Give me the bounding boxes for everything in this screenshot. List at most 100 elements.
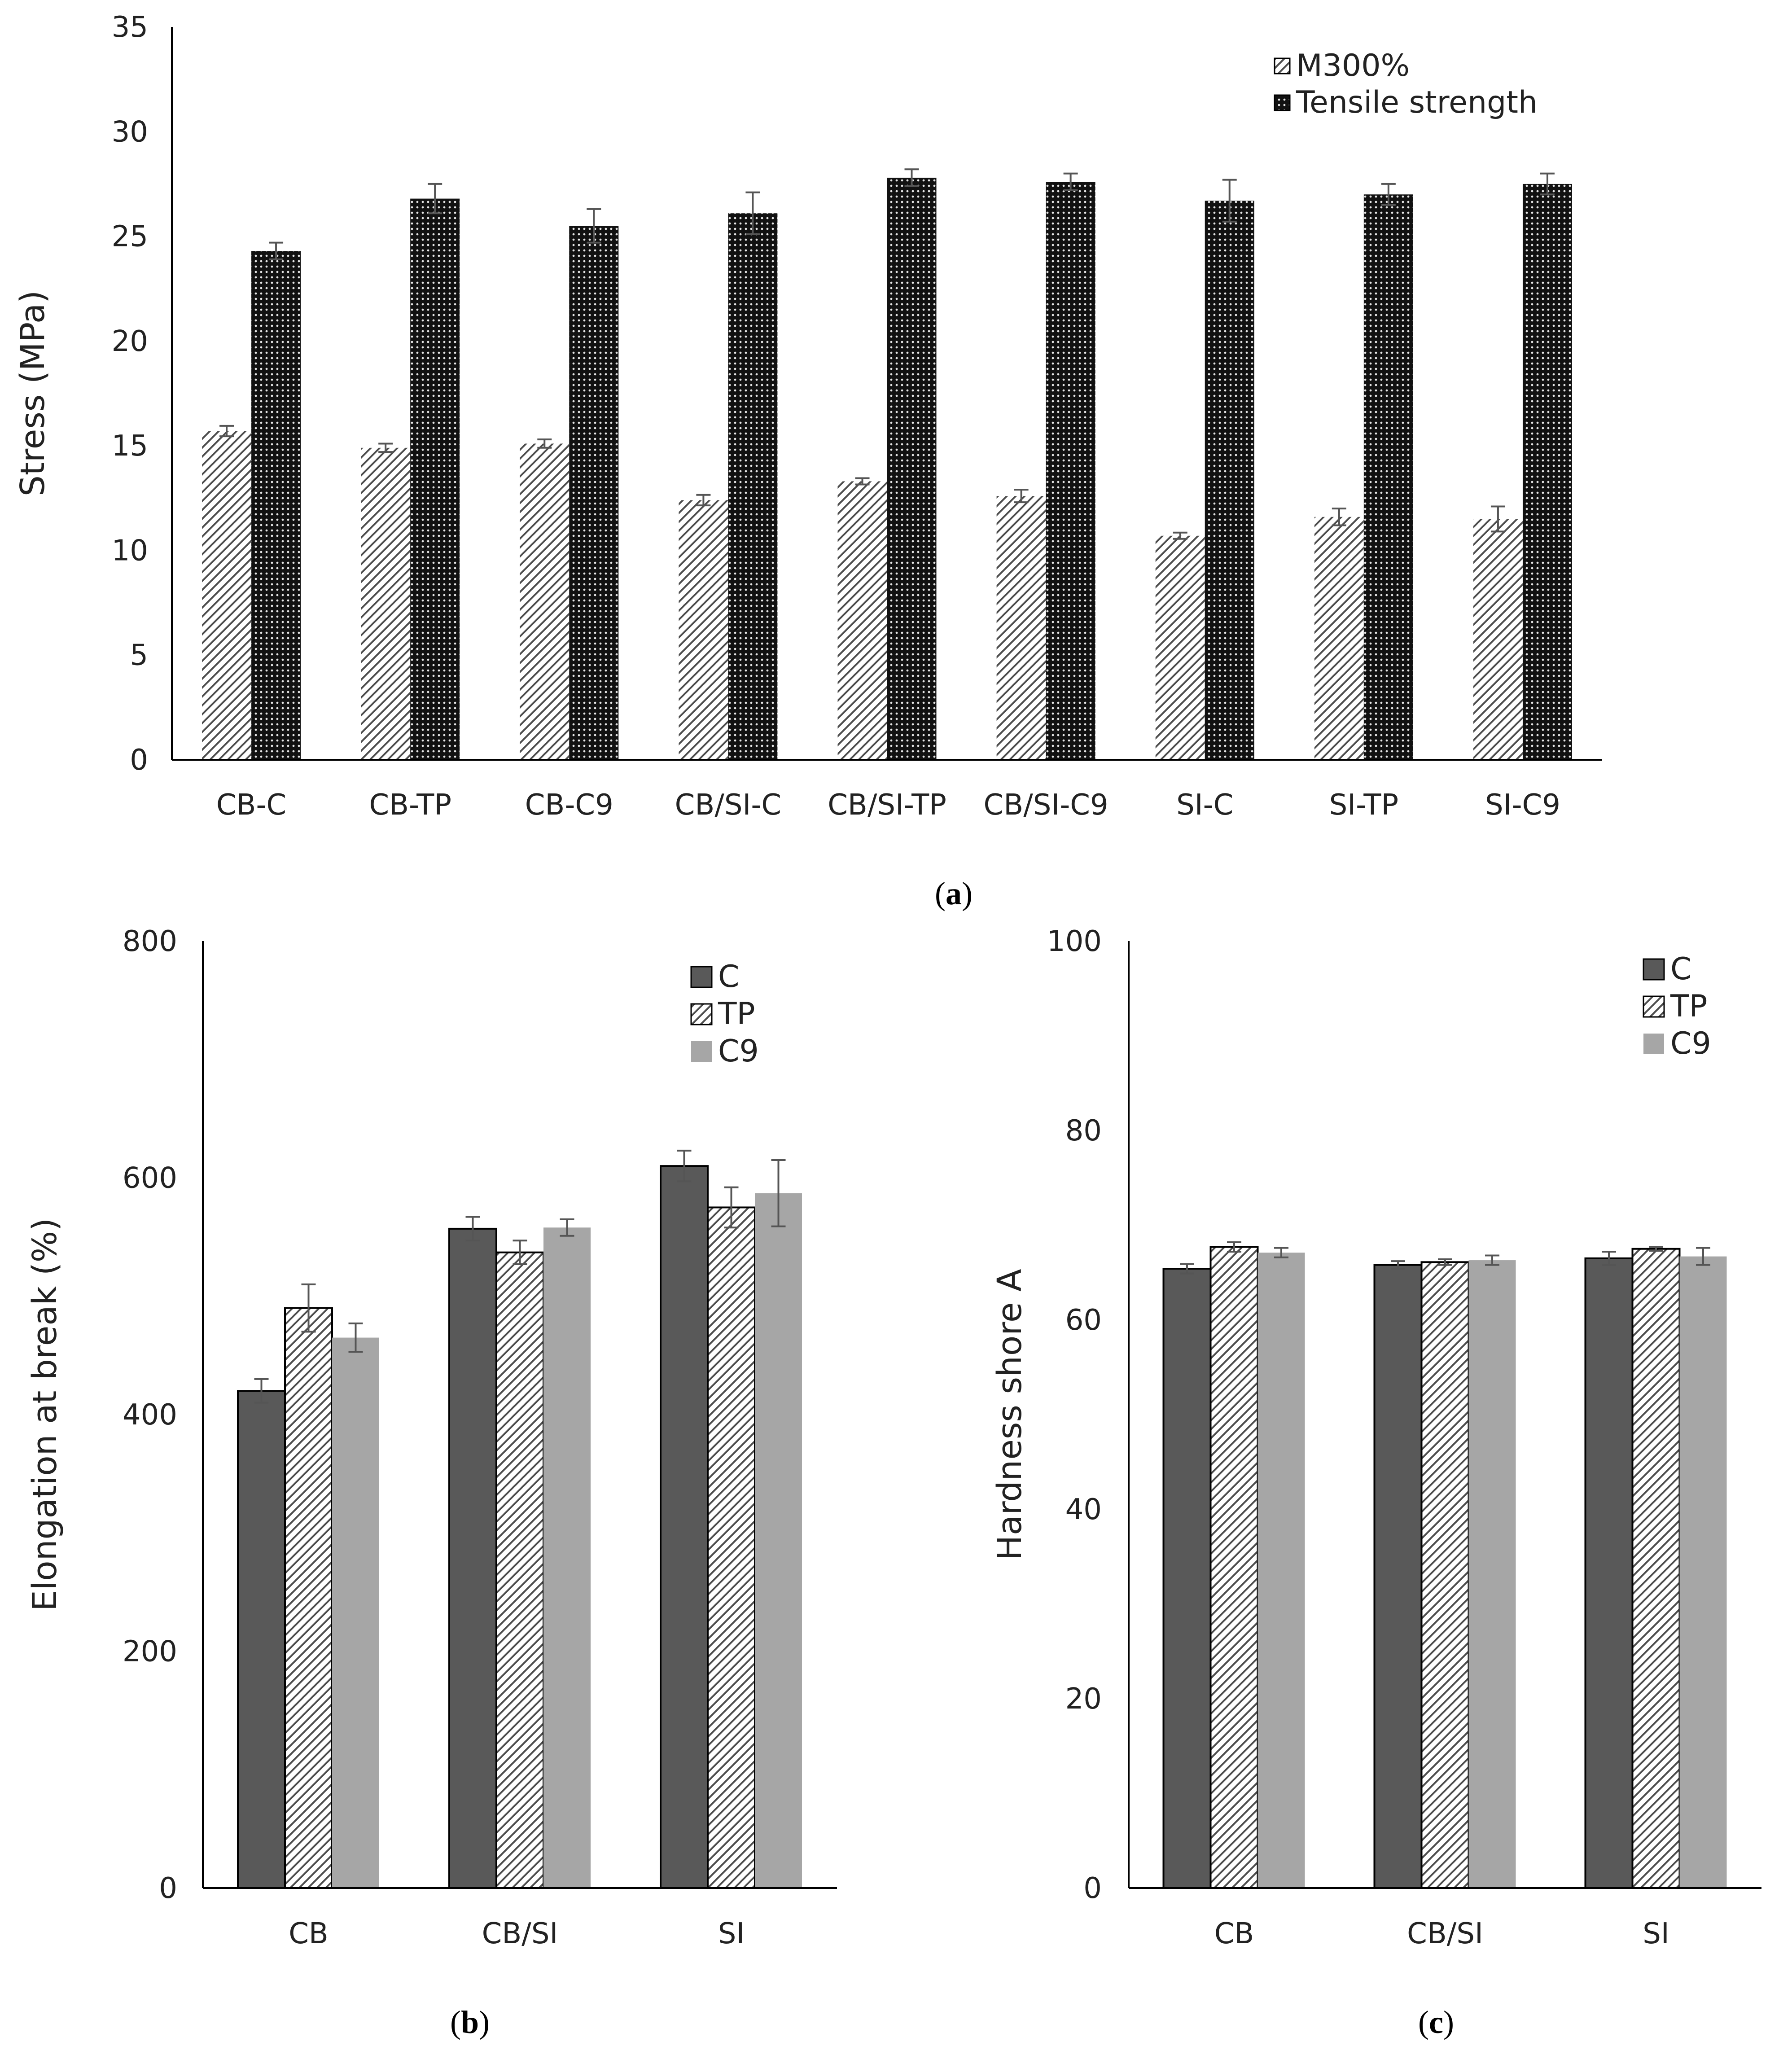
caption-b: (b) xyxy=(450,2004,490,2040)
error-bar-tp-si xyxy=(1649,1246,1663,1252)
y-tick-label-800: 800 xyxy=(123,925,177,958)
y-tick-label-400: 400 xyxy=(123,1398,177,1432)
y-tick-label-0: 0 xyxy=(130,744,148,777)
error-bar-m300-cb-si-c9 xyxy=(1014,489,1029,504)
bar-tensile-strength-si-c xyxy=(1205,201,1254,760)
error-bar-c-si xyxy=(1602,1251,1616,1266)
error-bar-c9-cb-si xyxy=(1485,1254,1499,1266)
y-tick-label-100: 100 xyxy=(1047,925,1102,958)
y-tick-label-0: 0 xyxy=(159,1872,177,1905)
x-tick-label-cb: CB xyxy=(289,1917,329,1950)
bar-c9-si xyxy=(755,1193,802,1888)
x-tick-label-si-c: SI-C xyxy=(1176,789,1233,822)
y-tick-label-40: 40 xyxy=(1065,1493,1102,1526)
error-bar-m300-cb-c xyxy=(219,425,234,438)
error-bar-tensile-strength-cb-c9 xyxy=(587,208,601,244)
legend-swatch-m300 xyxy=(1274,57,1291,74)
y-tick-label-60: 60 xyxy=(1065,1304,1102,1337)
bar-m300-cb-tp xyxy=(361,447,411,760)
x-tick-label-cb-c9: CB-C9 xyxy=(525,789,613,822)
error-bar-tensile-strength-cb-si-c9 xyxy=(1063,172,1078,191)
error-bar-tp-cb-si xyxy=(1438,1258,1452,1266)
error-bar-c9-cb-si xyxy=(560,1218,574,1237)
legend-label-tp: TP xyxy=(718,996,755,1032)
bar-m300-si-c9 xyxy=(1473,519,1523,760)
error-bar-c-cb xyxy=(254,1378,269,1404)
x-tick-label-cb-si-c: CB/SI-C xyxy=(675,789,781,822)
x-tick-label-cb-tp: CB-TP xyxy=(369,789,451,822)
bar-c-cb xyxy=(237,1390,286,1889)
error-bar-c9-si xyxy=(771,1159,786,1227)
x-tick-label-si: SI xyxy=(718,1917,745,1950)
error-bar-m300-cb-si-c xyxy=(696,494,711,507)
y-tick-label-30: 30 xyxy=(112,115,148,149)
y-tick-label-10: 10 xyxy=(112,534,148,567)
y-axis-label: Elongation at break (%) xyxy=(26,1218,64,1611)
y-tick-label-15: 15 xyxy=(112,429,148,463)
legend-label-m300: M300% xyxy=(1296,48,1410,83)
error-bar-c-cb xyxy=(1180,1263,1194,1275)
bar-tensile-strength-cb-si-tp xyxy=(887,177,937,760)
y-tick-label-0: 0 xyxy=(1083,1872,1102,1905)
x-tick-label-cb-si-c9: CB/SI-C9 xyxy=(984,789,1108,822)
error-bar-tensile-strength-cb-si-c xyxy=(745,191,760,235)
legend-label-tensile-strength: Tensile strength xyxy=(1296,85,1538,120)
bar-tp-si xyxy=(1631,1248,1681,1889)
bar-m300-cb-si-tp xyxy=(837,481,887,760)
bar-m300-cb-c9 xyxy=(520,443,570,760)
legend-label-tp: TP xyxy=(1670,989,1708,1024)
x-tick-label-si: SI xyxy=(1643,1917,1669,1950)
chart-a-stress: 0 5 10 15 20 25 30 35 CB-C CB-TP CB-C9 CB/SI-C CB/SI… xyxy=(13,11,1602,822)
y-tick-label-600: 600 xyxy=(123,1162,177,1195)
legend-swatch-tensile-strength xyxy=(1274,94,1291,111)
error-bar-c9-cb xyxy=(348,1322,363,1353)
bar-c-cb-si xyxy=(448,1227,497,1889)
legend-swatch-tp xyxy=(1643,995,1665,1018)
error-bar-tp-cb xyxy=(1227,1241,1241,1253)
bar-tp-si xyxy=(707,1206,756,1889)
legend-label-c: C xyxy=(1670,951,1691,987)
error-bar-tensile-strength-cb-c xyxy=(269,241,284,260)
bar-tp-cb-si xyxy=(1420,1261,1470,1889)
bar-tensile-strength-si-c9 xyxy=(1522,184,1572,760)
bar-tensile-strength-cb-si-c9 xyxy=(1046,182,1095,760)
legend-swatch-c xyxy=(1643,958,1665,981)
bar-tensile-strength-cb-c xyxy=(251,251,301,760)
bar-tensile-strength-si-tp xyxy=(1363,194,1413,760)
bar-c9-cb-si xyxy=(1468,1260,1516,1888)
legend-label-c9: C9 xyxy=(1670,1026,1711,1061)
x-tick-label-cb-si-tp: CB/SI-TP xyxy=(828,789,946,822)
bar-c-cb-si xyxy=(1373,1264,1423,1889)
legend-swatch-c9 xyxy=(1643,1034,1664,1054)
error-bar-m300-si-tp xyxy=(1332,508,1346,526)
y-tick-label-35: 35 xyxy=(112,11,148,44)
error-bar-tensile-strength-cb-si-tp xyxy=(904,168,919,187)
bar-c9-si xyxy=(1679,1256,1727,1888)
bar-c-cb xyxy=(1162,1268,1212,1889)
error-bar-c-cb-si xyxy=(1391,1260,1405,1270)
bar-c9-cb xyxy=(1257,1253,1305,1888)
y-tick-label-20: 20 xyxy=(112,325,148,358)
error-bar-tp-cb xyxy=(301,1283,316,1333)
x-tick-label-si-tp: SI-TP xyxy=(1329,789,1398,822)
x-tick-label-cb-si: CB/SI xyxy=(1407,1917,1483,1950)
error-bar-m300-cb-si-tp xyxy=(855,477,870,486)
bar-tp-cb xyxy=(1209,1246,1259,1889)
error-bar-c9-cb xyxy=(1274,1247,1288,1258)
bar-m300-si-c xyxy=(1155,535,1205,760)
caption-a: (a) xyxy=(935,876,973,911)
caption-c: (c) xyxy=(1418,2004,1454,2040)
error-bar-m300-cb-c9 xyxy=(537,438,552,449)
error-bar-c-cb-si xyxy=(465,1216,480,1242)
error-bar-tp-si xyxy=(724,1186,739,1229)
bar-c-si xyxy=(660,1165,709,1889)
chart-b-elongation: 0 200 400 600 800 CB CB/SI SI Elongation at brea… xyxy=(26,925,837,1950)
error-bar-m300-si-c9 xyxy=(1490,505,1505,533)
x-tick-label-cb-si: CB/SI xyxy=(482,1917,558,1950)
bar-c-si xyxy=(1584,1257,1634,1889)
y-tick-label-80: 80 xyxy=(1065,1114,1102,1148)
error-bar-c-si xyxy=(677,1149,692,1183)
x-tick-label-cb: CB xyxy=(1214,1917,1254,1950)
